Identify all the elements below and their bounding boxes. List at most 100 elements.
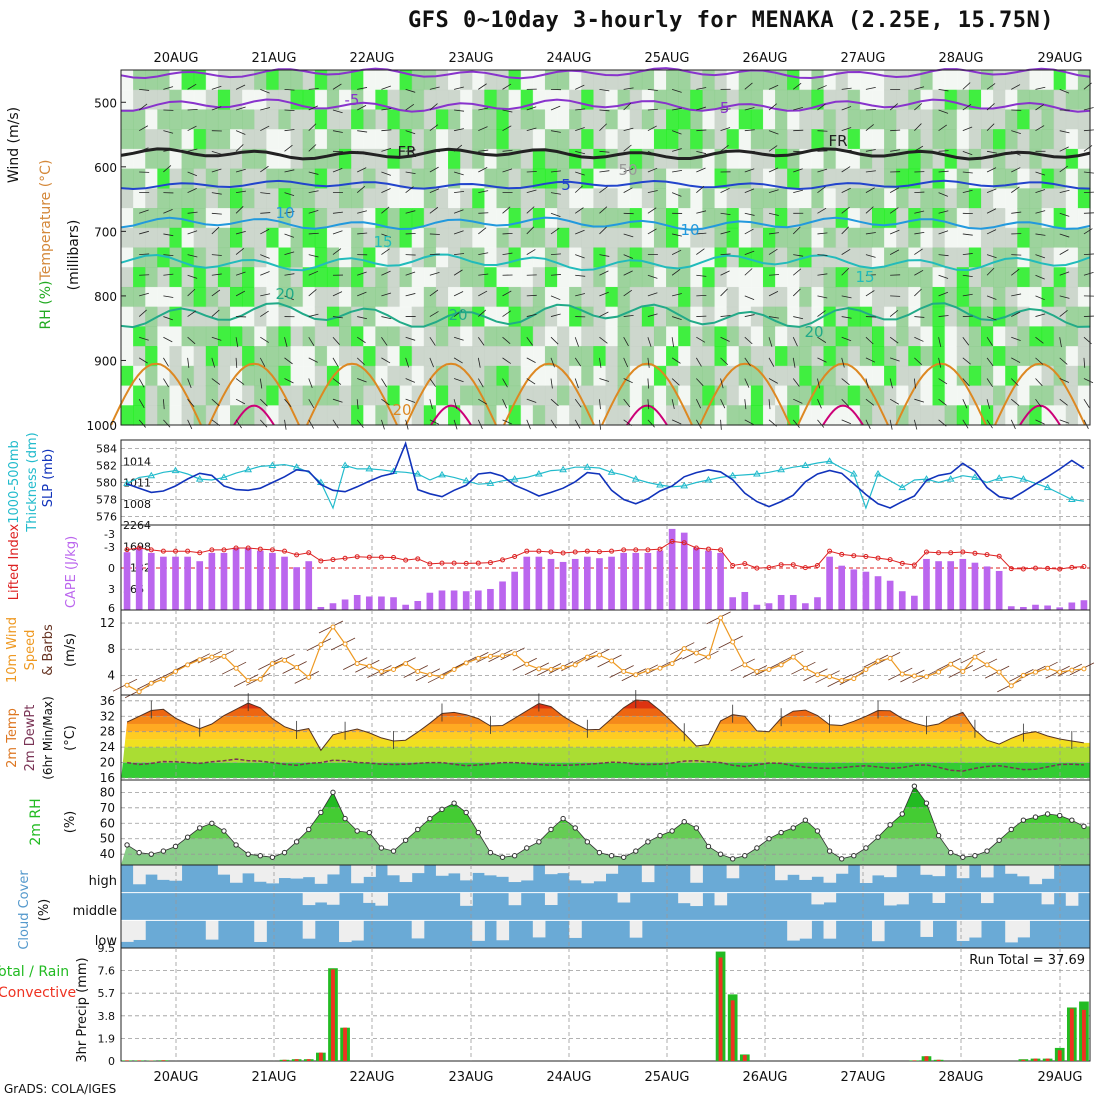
wind-barb (405, 210, 416, 214)
lifted-index-point (427, 561, 433, 567)
rh-cell (690, 70, 703, 91)
rh-cell (920, 148, 934, 170)
wind-barb (526, 106, 537, 111)
rh-cell (169, 346, 183, 367)
rh-cell (121, 70, 134, 91)
wind-barb (744, 107, 755, 111)
rh-cell (581, 227, 594, 249)
wind-barb (768, 130, 779, 135)
rh-cell (242, 70, 255, 91)
rh-cell (205, 385, 219, 406)
wind-barb (357, 167, 367, 173)
wind-barb (1035, 86, 1046, 90)
rh-cell (181, 267, 195, 288)
rh-cell (629, 208, 643, 229)
rh-cell (980, 89, 994, 111)
left-tick: 4 (107, 668, 115, 682)
rh-cell (653, 286, 667, 308)
rh-cell (993, 346, 1006, 367)
rh-cell (799, 227, 813, 249)
rh-cell (399, 148, 413, 170)
rh-cell (266, 168, 280, 189)
rh-cell (230, 227, 243, 249)
wind-barb (1059, 378, 1070, 383)
wind-barb (841, 127, 852, 132)
cape-bar (172, 556, 179, 610)
rh-cell (520, 129, 534, 150)
wind-barb (332, 378, 342, 385)
cloud-gap (557, 865, 570, 874)
rh-cell (193, 286, 207, 308)
rh-cell (896, 70, 909, 91)
rh-cell (254, 326, 267, 347)
rh-cell (1065, 188, 1079, 209)
wind-barb (744, 357, 751, 367)
wind-barb (792, 268, 802, 276)
contour-label: 20 (804, 323, 823, 341)
rh-cell (605, 168, 619, 189)
rh-cell (314, 267, 328, 288)
wind-barb (381, 129, 392, 132)
rh-cell (157, 365, 171, 387)
rh-cell (690, 109, 703, 130)
rh-cell (411, 365, 425, 387)
rh-cell (230, 208, 243, 229)
wind-barb (550, 212, 561, 217)
lifted-index-point (633, 547, 639, 553)
rh-cell (278, 148, 292, 170)
rh-cell (290, 129, 304, 150)
rh-cell (423, 168, 437, 189)
rh-cell (508, 365, 522, 387)
rh-cell (1029, 247, 1043, 268)
wind-barb (381, 357, 391, 364)
rh-cell (653, 247, 667, 268)
wind-barb (284, 337, 288, 347)
rh-cell (557, 227, 570, 249)
wind-barb (938, 337, 942, 348)
rh-cell (339, 247, 352, 268)
rh-cell (230, 286, 243, 308)
wind-barb (914, 191, 925, 194)
wind-barb (599, 336, 608, 344)
cape-bar (898, 591, 906, 610)
rh-cell (714, 286, 728, 308)
cloud-gap (339, 920, 352, 943)
wind-speed-point (911, 673, 917, 679)
rh-cell (254, 267, 267, 288)
wind-speed-point (366, 663, 372, 669)
rh-cell (593, 405, 607, 426)
cloud-gap (326, 892, 340, 905)
wind-barb (405, 293, 416, 297)
rh-cell (581, 208, 594, 229)
rh-cell (956, 227, 970, 249)
rh-cell (726, 306, 740, 327)
wind-barb (1059, 357, 1068, 365)
rh-cell (1005, 129, 1018, 150)
wind-barb (163, 86, 174, 90)
cape-bar (717, 552, 724, 610)
thickness-point (728, 471, 737, 479)
rh-cell (1029, 227, 1043, 249)
rh-cell (980, 227, 994, 249)
wind-barb (647, 378, 650, 389)
rh-cell (1017, 89, 1031, 111)
rh-cell (266, 385, 280, 406)
cape-bar (705, 550, 712, 610)
rh-cell (496, 227, 510, 249)
wind-barb (138, 378, 145, 388)
wind-barb (381, 147, 392, 152)
rh-cell (217, 188, 231, 209)
wind-speed-point (730, 639, 736, 645)
rh-cell (557, 188, 570, 209)
rh-cell (399, 208, 413, 229)
wind-barb (671, 378, 680, 386)
rh-cell (569, 286, 582, 308)
left-tick: 0 (108, 562, 115, 575)
wind-barb (575, 127, 585, 132)
rh-cell (1029, 405, 1043, 426)
rh-cell (387, 227, 401, 249)
rh-point (851, 853, 857, 859)
rh-cell (823, 188, 837, 209)
rh-cell (1041, 286, 1055, 308)
rh-cell (157, 89, 171, 111)
